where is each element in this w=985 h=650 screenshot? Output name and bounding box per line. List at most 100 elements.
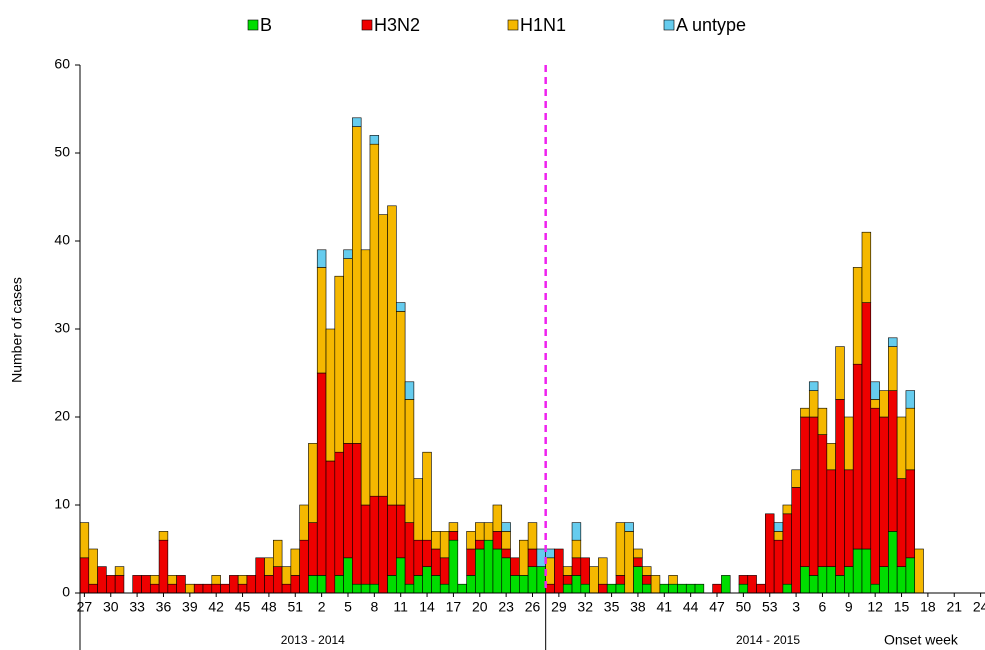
bar-segment (316, 575, 327, 594)
bar-segment (633, 566, 643, 594)
y-tick-label: 30 (54, 320, 70, 336)
bar-segment (360, 249, 371, 506)
bar-segment (290, 548, 300, 576)
bar-segment (132, 575, 142, 594)
bar-segment (264, 575, 274, 594)
bar-segment (519, 539, 529, 576)
x-tick-label: 23 (498, 599, 514, 615)
bar-segment (800, 416, 810, 567)
bar-segment (211, 575, 221, 585)
x-tick-label: 27 (77, 599, 93, 615)
bar-segment (158, 531, 169, 541)
bar-segment (870, 399, 880, 409)
bar-segment (694, 583, 705, 594)
y-tick-label: 20 (54, 408, 70, 424)
bar-segment (870, 583, 880, 594)
bar-segment (492, 504, 503, 532)
bar-segment (668, 583, 678, 594)
bar-segment (562, 575, 573, 585)
bar-segment (571, 557, 582, 576)
bar-segment (808, 390, 819, 418)
bar-segment (642, 566, 652, 576)
y-tick-label: 50 (54, 144, 70, 160)
bar-segment (466, 575, 476, 594)
bar-segment (888, 531, 898, 594)
bar-segment (844, 469, 854, 567)
bar-segment (352, 583, 362, 594)
bar-segment (545, 557, 555, 585)
bar-segment (202, 583, 213, 594)
legend-swatch (507, 19, 519, 31)
bar-segment (501, 548, 511, 559)
bar-segment (431, 575, 441, 594)
bar-segment (826, 469, 836, 567)
bar-segment (519, 575, 529, 594)
x-tick-label: 20 (472, 599, 488, 615)
bar-segment (369, 135, 380, 145)
bar-segment (439, 531, 450, 559)
bar-segment (185, 583, 195, 594)
x-tick-label: 29 (551, 599, 567, 615)
y-tick-label: 60 (54, 56, 70, 72)
bar-segment (88, 548, 98, 585)
bar-segment (545, 548, 555, 559)
bar-segment (483, 522, 494, 541)
bar-segment (835, 346, 845, 400)
bar-segment (650, 575, 661, 594)
bar-segment (844, 566, 854, 594)
bar-segment (773, 522, 784, 532)
bar-segment (624, 531, 634, 594)
bar-segment (721, 575, 731, 594)
bar-segment (466, 548, 476, 576)
bar-segment (905, 469, 916, 559)
bar-segment (501, 557, 511, 594)
y-axis-label: Number of cases (9, 277, 25, 383)
bar-segment (571, 522, 582, 541)
bar-segment (114, 575, 125, 594)
bar-segment (747, 575, 757, 594)
bar-segment (431, 548, 441, 576)
bar-segment (413, 575, 423, 594)
bar-segment (808, 575, 819, 594)
x-tick-label: 38 (630, 599, 646, 615)
bar-segment (396, 311, 406, 506)
y-tick-label: 10 (54, 496, 70, 512)
bar-segment (527, 548, 538, 567)
x-tick-label: 3 (792, 599, 800, 615)
bar-segment (413, 539, 423, 576)
bar-segment (237, 583, 248, 594)
bar-segment (888, 390, 898, 532)
x-tick-label: 48 (261, 599, 277, 615)
x-tick-label: 21 (946, 599, 962, 615)
x-tick-label: 39 (182, 599, 198, 615)
bar-segment (668, 575, 678, 585)
bar-segment (149, 583, 160, 594)
bar-segment (492, 548, 503, 594)
bar-segment (457, 583, 467, 594)
bar-segment (466, 531, 476, 550)
bar-segment (325, 460, 336, 594)
bar-segment (246, 575, 257, 594)
bar-segment (439, 557, 450, 585)
bar-segment (905, 557, 916, 594)
bar-segment (896, 566, 907, 594)
bar-segment (325, 328, 336, 462)
bar-segment (369, 583, 380, 594)
y-tick-label: 40 (54, 232, 70, 248)
bar-segment (773, 539, 784, 594)
bar-segment (352, 117, 362, 127)
bar-segment (510, 557, 520, 576)
bar-segment (448, 522, 459, 532)
bar-segment (431, 531, 441, 550)
bar-segment (571, 539, 582, 559)
bar-segment (176, 575, 186, 594)
bar-segment (343, 258, 353, 444)
bar-segment (167, 583, 177, 594)
bar-segment (448, 539, 459, 594)
bar-segment (510, 575, 520, 594)
bar-segment (879, 390, 889, 418)
x-tick-label: 14 (419, 599, 435, 615)
bar-segment (308, 522, 318, 576)
bar-segment (149, 575, 160, 585)
x-tick-label: 35 (604, 599, 620, 615)
